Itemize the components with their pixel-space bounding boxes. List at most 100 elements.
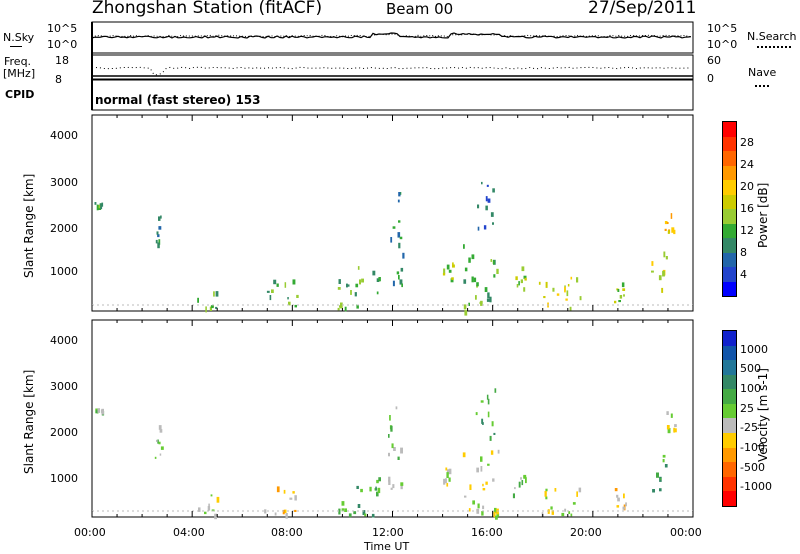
data-cell [473,277,477,283]
data-cell [274,512,277,516]
data-cell [477,503,480,509]
data-cell [486,184,489,187]
xtick-4: 16:00 [471,526,503,539]
data-cell [463,244,465,249]
data-cell [544,491,547,497]
data-cell [213,291,215,297]
data-cell [401,283,403,288]
velocity-ytick-1000: 1000 [50,472,78,485]
data-cell [518,481,521,488]
data-cell [664,464,668,468]
data-cell [576,277,579,283]
data-cell [664,228,667,231]
data-cell [390,237,393,243]
data-cell [485,196,488,202]
data-cell [659,488,662,492]
data-cell [476,467,479,473]
data-cell [656,472,659,478]
data-cell [490,259,493,262]
data-cell [101,202,104,207]
data-cell [205,306,207,313]
data-cell [451,277,454,280]
data-cell [545,488,548,492]
data-cell [662,270,665,277]
freq-tick-top: 18 [55,54,69,67]
data-cell [397,456,400,460]
data-cell [520,477,522,480]
data-cell [355,283,359,288]
data-cell [446,469,450,475]
data-cell [543,296,546,299]
data-cell [376,278,380,282]
xtick-6: 00:00 [670,526,702,539]
data-cell [207,506,211,511]
data-cell [360,488,363,493]
data-cell [95,410,98,414]
data-cell [339,305,341,308]
data-cell [446,482,449,487]
power-cb-swatch [723,281,736,296]
data-cell [614,300,617,304]
cpid-text: normal (fast stereo) 153 [95,93,261,107]
data-cell [338,508,341,515]
data-cell [361,278,364,283]
nsearch-legend-line [757,46,791,48]
data-cell [666,425,670,430]
data-cell [475,412,478,416]
data-cell [659,477,662,481]
xtick-1: 04:00 [173,526,205,539]
data-cell [665,256,668,260]
data-cell [492,188,495,193]
data-cell [157,242,160,249]
data-cell [400,482,404,486]
data-cell [489,296,492,303]
data-cell [376,291,379,295]
cpid-label: CPID [5,88,35,101]
data-cell [622,288,626,291]
data-cell [468,257,471,263]
data-cell [359,279,361,285]
data-cell [158,441,161,445]
data-cell [477,204,480,209]
power-cb-swatch [723,238,736,253]
data-cell [338,279,341,284]
data-cell [616,494,619,498]
data-cell [284,282,287,288]
data-cell [491,421,494,427]
data-cell [482,488,486,491]
data-cell [490,450,494,455]
power-cb-swatch [723,209,736,224]
velocity-ytick-3000: 3000 [50,380,78,393]
data-cell [490,212,494,217]
velocity-cb-swatch [723,462,736,477]
cpid-panel-frame [91,79,694,111]
data-cell [204,511,207,515]
data-cell [398,275,400,280]
data-cell [399,279,403,285]
data-cell [623,493,625,499]
data-cell [617,289,620,292]
data-cell [468,508,471,512]
velocity-cb-tick: 25 [740,401,754,415]
data-cell [100,409,103,413]
nave-trace [91,66,691,76]
data-cell [285,513,288,519]
velocity-colorbar-label: Velocity [m s-1] [756,368,770,462]
data-cell [481,418,484,424]
velocity-colorbar [722,330,737,507]
velocity-cb-tick: -1000 [740,480,772,494]
data-cell [155,239,158,244]
nsky-tick-bottom: 10^0 [47,38,78,51]
data-cell [347,284,350,287]
data-cell [476,282,479,287]
data-cell [578,487,582,493]
power-cb-swatch [723,267,736,282]
data-cell [666,222,669,224]
data-cell [481,181,483,185]
data-cell [198,507,201,512]
data-cell [446,264,450,270]
power-ytick-1000: 1000 [50,265,78,278]
data-cell [398,220,401,223]
data-cell [344,508,347,512]
